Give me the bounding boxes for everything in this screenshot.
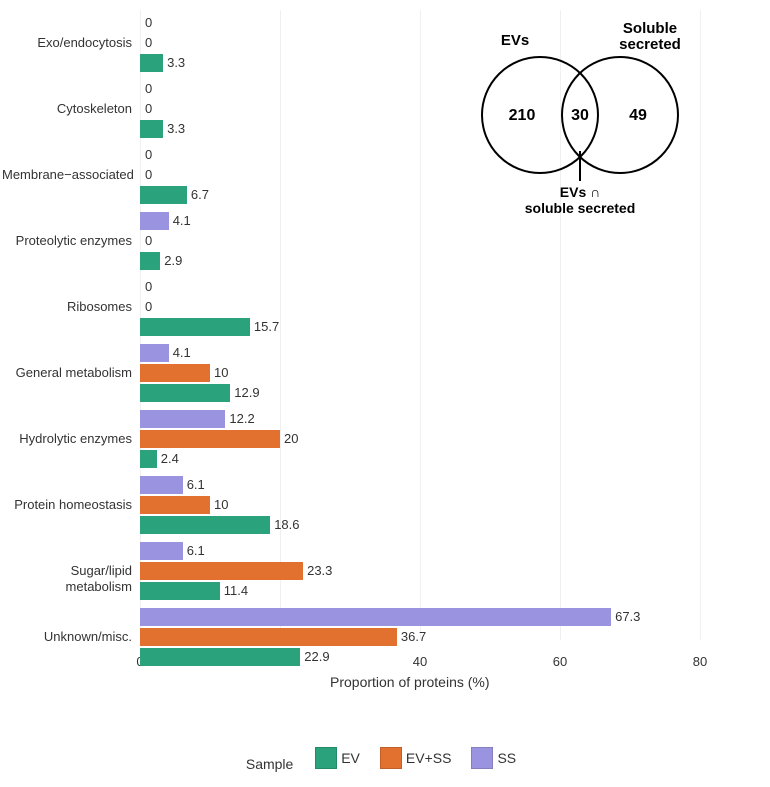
bar-ev: 3.3 (140, 54, 163, 72)
bar-value-label: 15.7 (250, 318, 279, 336)
bar-ev-ss: 23.3 (140, 562, 303, 580)
bar-ev-ss: 0 (140, 34, 141, 52)
bar-ss: 4.1 (140, 344, 169, 362)
bar-value-label: 0 (141, 298, 152, 316)
bar-ss: 0 (140, 278, 141, 296)
bar-ev-ss: 0 (140, 232, 141, 250)
bar-value-label: 0 (141, 232, 152, 250)
venn-svg: EVs Solublesecreted 210 30 49 EVs ∩soluble se… (430, 20, 730, 220)
venn-left-label: EVs (501, 32, 529, 49)
category-label: Cytoskeleton (2, 101, 132, 117)
bar-value-label: 36.7 (397, 628, 426, 646)
venn-intersection-value: 30 (571, 107, 589, 124)
bar-ss: 4.1 (140, 212, 169, 230)
bar-ev: 12.9 (140, 384, 230, 402)
bar-value-label: 3.3 (163, 120, 185, 138)
bar-ev-ss: 20 (140, 430, 280, 448)
bar-ev-ss: 0 (140, 100, 141, 118)
bar-value-label: 6.1 (183, 476, 205, 494)
bar-ss: 0 (140, 80, 141, 98)
venn-right-label: Soluble (623, 20, 677, 37)
venn-diagram: EVs Solublesecreted 210 30 49 EVs ∩soluble se… (430, 20, 730, 220)
bar-ev: 22.9 (140, 648, 300, 666)
legend-swatch (315, 747, 337, 769)
venn-caption: soluble secreted (525, 200, 636, 216)
legend-label: EV (341, 750, 360, 766)
bar-value-label: 6.7 (187, 186, 209, 204)
bar-ev-ss: 10 (140, 364, 210, 382)
x-tick-label: 60 (553, 654, 567, 669)
venn-right-value: 49 (629, 107, 647, 124)
bar-value-label: 2.9 (160, 252, 182, 270)
bar-value-label: 0 (141, 146, 152, 164)
legend-swatch (471, 747, 493, 769)
category-label: Protein homeostasis (2, 497, 132, 513)
bar-value-label: 2.4 (157, 450, 179, 468)
x-axis-title: Proportion of proteins (%) (330, 674, 490, 690)
legend-swatch (380, 747, 402, 769)
bar-ev-ss: 36.7 (140, 628, 397, 646)
bar-value-label: 4.1 (169, 212, 191, 230)
legend-label: SS (497, 750, 516, 766)
bar-ss: 6.1 (140, 542, 183, 560)
bar-ss: 0 (140, 14, 141, 32)
category-label: Membrane−associated (2, 167, 132, 183)
bar-value-label: 0 (141, 166, 152, 184)
bar-value-label: 0 (141, 34, 152, 52)
bar-value-label: 0 (141, 100, 152, 118)
gridline (420, 10, 421, 640)
bar-ev: 6.7 (140, 186, 187, 204)
legend: Sample EV EV+SS SS (0, 747, 770, 772)
bar-ss: 67.3 (140, 608, 611, 626)
bar-ev-ss: 10 (140, 496, 210, 514)
venn-right-label: secreted (619, 36, 681, 53)
bar-value-label: 0 (141, 14, 152, 32)
bar-ev: 11.4 (140, 582, 220, 600)
category-label: Ribosomes (2, 299, 132, 315)
bar-value-label: 20 (280, 430, 298, 448)
bar-ev: 2.4 (140, 450, 157, 468)
bar-value-label: 12.9 (230, 384, 259, 402)
bar-value-label: 3.3 (163, 54, 185, 72)
bar-ss: 0 (140, 146, 141, 164)
bar-ss: 12.2 (140, 410, 225, 428)
legend-title: Sample (246, 756, 293, 772)
legend-item-ev-ss: EV+SS (376, 747, 452, 769)
category-label: Sugar/lipid metabolism (2, 563, 132, 594)
category-label: Unknown/misc. (2, 629, 132, 645)
x-tick-label: 40 (413, 654, 427, 669)
bar-value-label: 10 (210, 496, 228, 514)
x-tick-label: 80 (693, 654, 707, 669)
bar-value-label: 23.3 (303, 562, 332, 580)
bar-value-label: 22.9 (300, 648, 329, 666)
bar-ev: 18.6 (140, 516, 270, 534)
category-label: Hydrolytic enzymes (2, 431, 132, 447)
gridline (280, 10, 281, 640)
category-label: Proteolytic enzymes (2, 233, 132, 249)
bar-ev: 2.9 (140, 252, 160, 270)
bar-ev-ss: 0 (140, 298, 141, 316)
legend-item-ev: EV (311, 747, 360, 769)
figure-container: 0 20 40 60 80 Proportion of proteins (%) Exo/e… (0, 0, 770, 787)
bar-ev-ss: 0 (140, 166, 141, 184)
category-label: General metabolism (2, 365, 132, 381)
venn-caption: EVs ∩ (560, 184, 600, 200)
bar-value-label: 0 (141, 278, 152, 296)
bar-value-label: 67.3 (611, 608, 640, 626)
legend-item-ss: SS (467, 747, 516, 769)
bar-value-label: 10 (210, 364, 228, 382)
bar-value-label: 6.1 (183, 542, 205, 560)
bar-value-label: 12.2 (225, 410, 254, 428)
bar-ss: 6.1 (140, 476, 183, 494)
bar-value-label: 11.4 (220, 582, 248, 600)
bar-value-label: 18.6 (270, 516, 299, 534)
venn-left-value: 210 (509, 107, 536, 124)
bar-value-label: 0 (141, 80, 152, 98)
bar-ev: 15.7 (140, 318, 250, 336)
category-label: Exo/endocytosis (2, 35, 132, 51)
bar-ev: 3.3 (140, 120, 163, 138)
bar-value-label: 4.1 (169, 344, 191, 362)
legend-label: EV+SS (406, 750, 452, 766)
